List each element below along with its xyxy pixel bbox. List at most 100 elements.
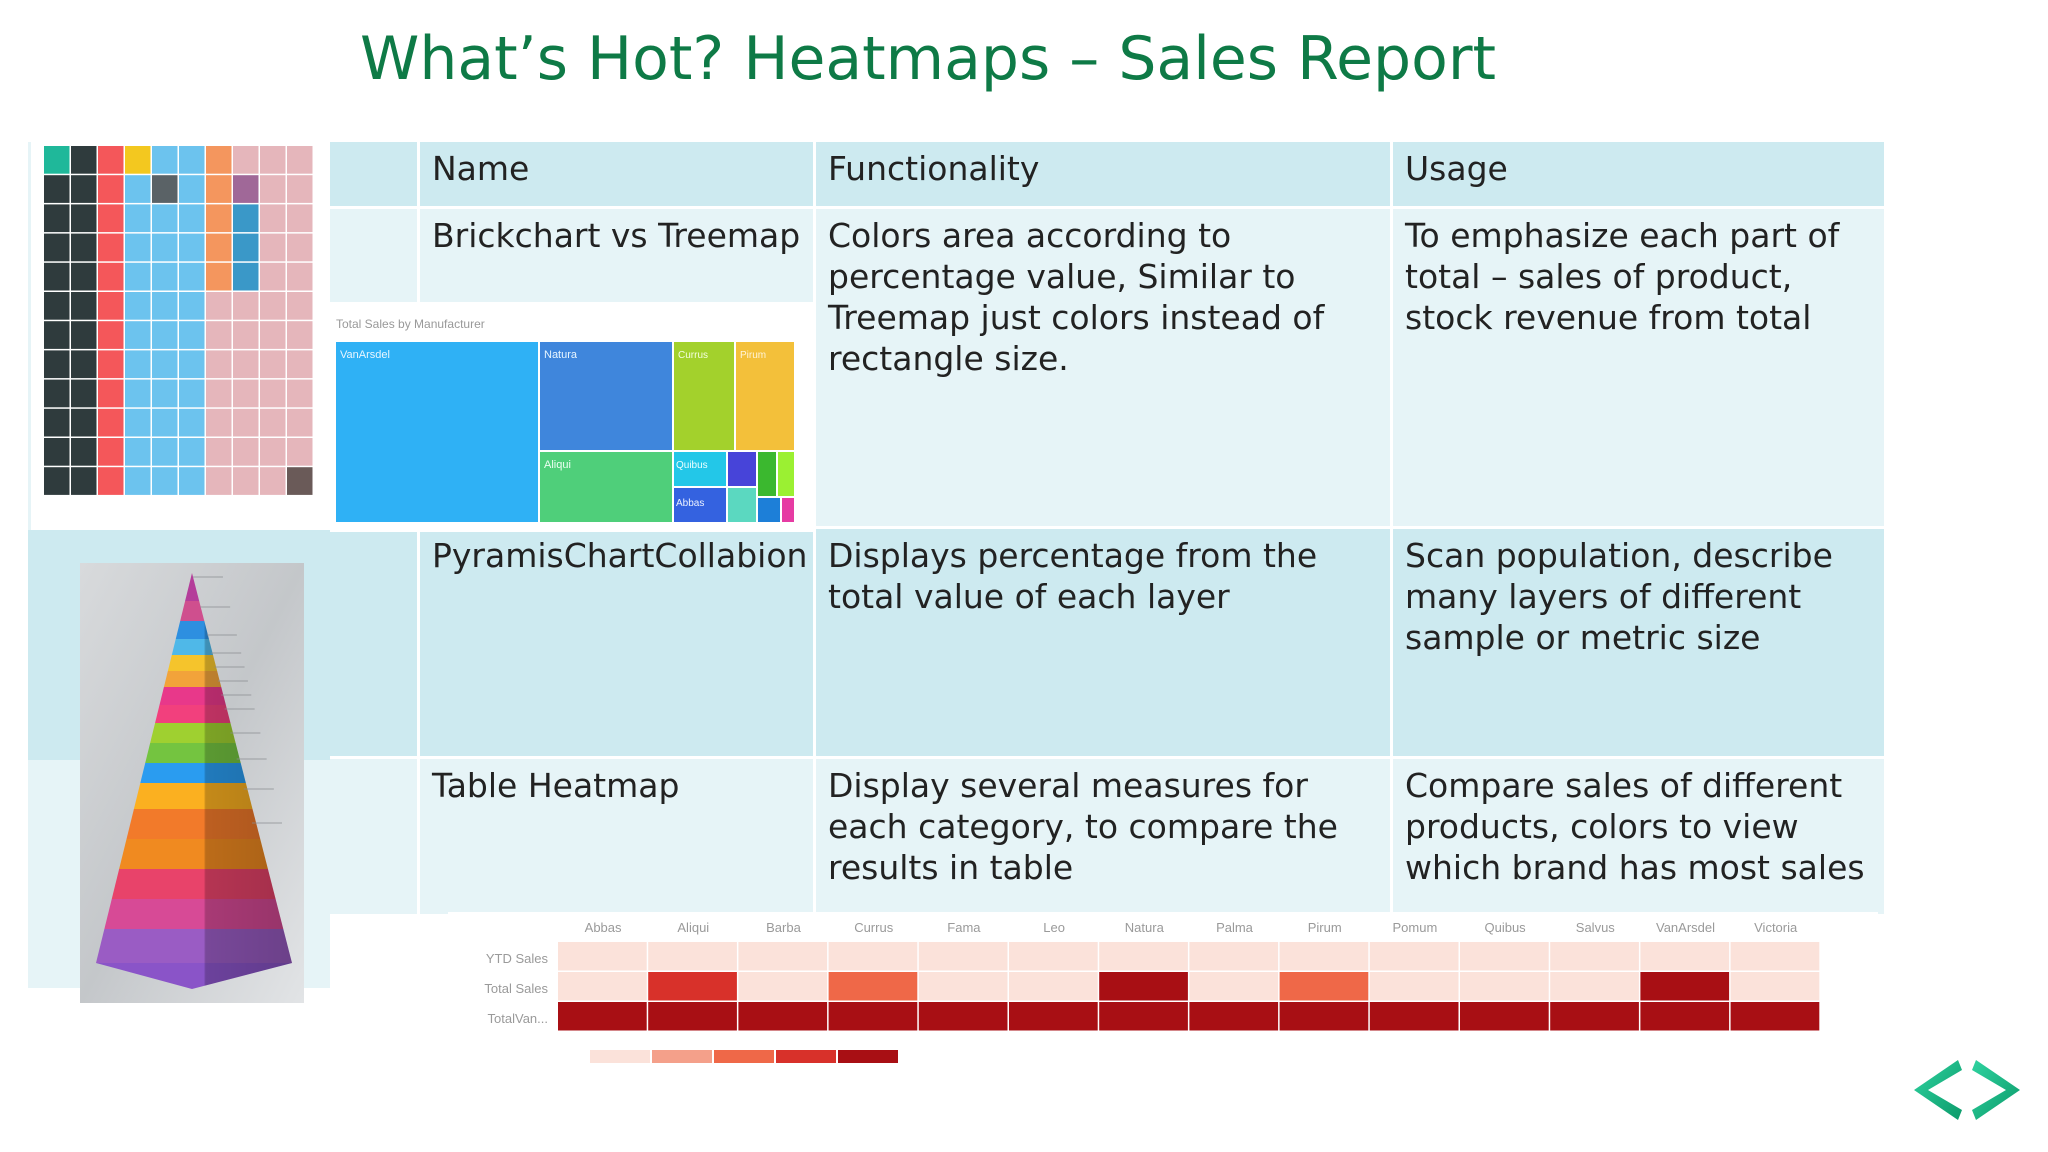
heatmap-cell xyxy=(1279,942,1369,971)
heatmap-cell xyxy=(1550,972,1639,1001)
brick-cell xyxy=(287,350,313,379)
heatmap-column-label: Aliqui xyxy=(677,920,709,935)
brick-cell xyxy=(233,292,259,320)
heatmap-column-label: Natura xyxy=(1125,920,1165,935)
brick-cell xyxy=(98,175,124,203)
brick-cell xyxy=(44,467,70,495)
heatmap-column-label: Pirum xyxy=(1308,920,1342,935)
heatmap-column-label: Barba xyxy=(766,920,801,935)
brick-cell xyxy=(206,262,232,291)
heatmap-cell xyxy=(1730,1002,1820,1031)
heatmap-column-label: Palma xyxy=(1216,920,1254,935)
brick-cell xyxy=(44,292,70,320)
heatmap-legend-swatch xyxy=(652,1050,712,1063)
heatmap-cell xyxy=(918,942,1008,971)
brick-cell xyxy=(233,408,259,437)
brick-cell xyxy=(152,438,178,466)
brick-cell xyxy=(179,262,205,291)
brick-cell xyxy=(98,438,124,466)
brick-cell xyxy=(152,408,178,437)
brick-cell xyxy=(98,321,124,349)
heatmap-cell xyxy=(918,972,1008,1001)
brick-cell xyxy=(179,233,205,262)
brick-cell xyxy=(71,321,97,349)
brick-cell xyxy=(152,292,178,320)
brick-cell xyxy=(287,262,313,291)
brick-cell xyxy=(98,146,124,174)
heatmap-cell xyxy=(1099,972,1188,1001)
brick-cell xyxy=(98,408,124,437)
brick-cell xyxy=(152,233,178,262)
heatmap-cell xyxy=(1550,942,1639,971)
next-prev-arrows-icon[interactable] xyxy=(1906,1054,2030,1126)
brick-cell xyxy=(152,467,178,495)
treemap-label-vanarsdel: VanArsdel xyxy=(340,349,390,361)
heatmap-cell xyxy=(1369,972,1459,1001)
brick-cell xyxy=(179,146,205,174)
brick-cell xyxy=(233,262,259,291)
heatmap-column-label: Pomum xyxy=(1393,920,1438,935)
heatmap-cell xyxy=(828,942,918,971)
heatmap-cell xyxy=(1099,1002,1188,1031)
heatmap-column-label: Quibus xyxy=(1484,920,1526,935)
brick-cell xyxy=(206,321,232,349)
row-usage: Scan population, describe many layers of… xyxy=(1393,529,1884,759)
brick-cell xyxy=(125,408,151,437)
brick-cell xyxy=(179,204,205,233)
header-name: Name xyxy=(420,142,816,209)
brickchart-image xyxy=(44,146,313,495)
table-row: PyramisChartCollabion Displays percentag… xyxy=(330,529,1884,759)
brick-cell xyxy=(287,292,313,320)
brick-cell xyxy=(287,233,313,262)
brick-cell xyxy=(233,175,259,203)
brick-cell xyxy=(125,146,151,174)
brick-cell xyxy=(125,438,151,466)
brick-cell xyxy=(179,379,205,408)
brick-cell xyxy=(44,262,70,291)
brick-cell xyxy=(71,467,97,495)
heatmap-cell xyxy=(1550,1002,1639,1031)
brick-cell xyxy=(152,175,178,203)
brick-cell xyxy=(125,379,151,408)
heatmap-row-label: Total Sales xyxy=(484,981,548,996)
brick-cell xyxy=(71,262,97,291)
heatmap-legend-swatch xyxy=(838,1050,898,1063)
brick-cell xyxy=(125,350,151,379)
brick-cell xyxy=(71,175,97,203)
heatmap-column-label: Fama xyxy=(947,920,981,935)
heatmap-cell xyxy=(1099,942,1188,971)
brick-cell xyxy=(206,175,232,203)
heatmap-cell xyxy=(1640,942,1730,971)
brick-cell xyxy=(233,233,259,262)
treemap-label-pirum: Pirum xyxy=(740,350,766,361)
brick-cell xyxy=(287,321,313,349)
heatmap-cell xyxy=(648,1002,737,1031)
brick-cell xyxy=(44,204,70,233)
heatmap-legend-swatch xyxy=(590,1050,650,1063)
heatmap-cell xyxy=(1369,1002,1459,1031)
brick-cell xyxy=(98,204,124,233)
brick-cell xyxy=(260,146,286,174)
brick-cell xyxy=(71,233,97,262)
brick-cell xyxy=(206,408,232,437)
brick-cell xyxy=(206,467,232,495)
heatmap-cell xyxy=(1009,972,1098,1001)
heatmap-cell xyxy=(1369,942,1459,971)
row-functionality: Display several measures for each catego… xyxy=(816,759,1393,917)
brick-cell xyxy=(125,233,151,262)
pyramid-chart-image xyxy=(80,563,304,1003)
brick-cell xyxy=(179,350,205,379)
brick-cell xyxy=(287,175,313,203)
brick-cell xyxy=(71,379,97,408)
table-heatmap-chart: Abbas Aliqui Barba Currus Fama Leo Natura Palma… xyxy=(448,912,1878,1090)
brick-cell xyxy=(152,350,178,379)
brick-cell xyxy=(71,438,97,466)
brick-cell xyxy=(260,175,286,203)
brick-cell xyxy=(179,408,205,437)
brick-cell xyxy=(206,204,232,233)
brick-cell xyxy=(71,146,97,174)
heatmap-row-label: TotalVan... xyxy=(488,1011,548,1026)
heatmap-cell xyxy=(1730,972,1820,1001)
brick-cell xyxy=(179,292,205,320)
brick-cell xyxy=(233,438,259,466)
